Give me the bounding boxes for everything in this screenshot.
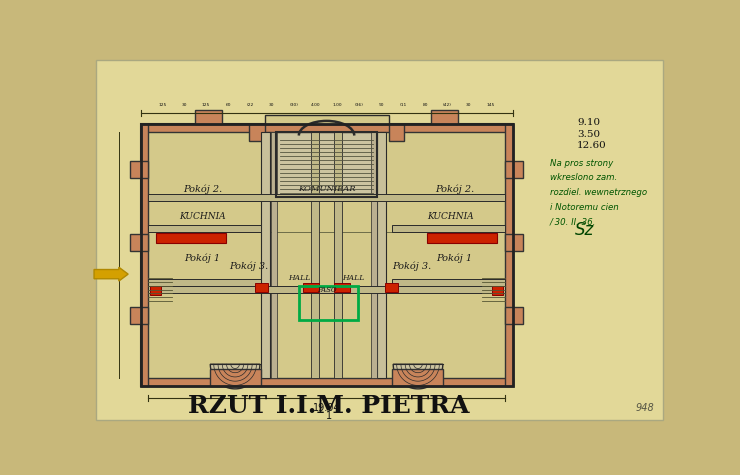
Bar <box>271 132 277 378</box>
Bar <box>392 279 505 285</box>
Text: Pokój 1: Pokój 1 <box>184 254 221 264</box>
Bar <box>249 124 265 141</box>
Bar <box>265 115 389 124</box>
Bar <box>505 161 523 178</box>
Bar <box>334 283 350 292</box>
Text: PASO: PASO <box>317 285 337 294</box>
Text: Pokój 3.: Pokój 3. <box>229 262 269 271</box>
Bar <box>148 279 260 285</box>
Bar <box>505 234 523 251</box>
Text: HALL: HALL <box>289 274 311 282</box>
Text: (30): (30) <box>289 103 298 107</box>
Text: Pokój 3.: Pokój 3. <box>392 262 431 271</box>
Polygon shape <box>210 364 260 389</box>
Text: KUCHNIA: KUCHNIA <box>427 212 474 221</box>
Bar <box>141 124 148 386</box>
Text: 948: 948 <box>636 403 654 413</box>
Bar <box>276 132 377 197</box>
Text: (36): (36) <box>355 103 364 107</box>
Bar <box>334 132 342 378</box>
Text: 1: 1 <box>326 411 332 421</box>
Text: 125: 125 <box>158 103 166 107</box>
Text: 30: 30 <box>269 103 275 107</box>
Bar <box>431 110 458 124</box>
Bar <box>148 225 260 232</box>
Text: i Notoremu cien: i Notoremu cien <box>550 202 619 211</box>
Bar <box>148 286 505 294</box>
Bar <box>130 307 148 324</box>
Bar <box>156 233 226 243</box>
Text: Na pros strony: Na pros strony <box>550 159 613 168</box>
Bar <box>300 285 357 320</box>
Text: Pokój 2.: Pokój 2. <box>435 185 474 194</box>
Text: Pokój 2.: Pokój 2. <box>183 185 222 194</box>
Bar <box>427 233 497 243</box>
Text: 60: 60 <box>225 103 231 107</box>
Text: 1.00: 1.00 <box>333 103 343 107</box>
Text: 125: 125 <box>202 103 210 107</box>
Bar <box>311 132 319 378</box>
Bar <box>141 124 513 386</box>
Text: 9.10
3.50
12.60: 9.10 3.50 12.60 <box>577 118 607 151</box>
Bar <box>130 234 148 251</box>
Text: 145: 145 <box>486 103 495 107</box>
Bar <box>303 283 319 292</box>
Bar <box>148 194 505 201</box>
Bar <box>371 132 377 378</box>
Text: (42): (42) <box>443 103 451 107</box>
Text: wkreslono zam.: wkreslono zam. <box>550 173 617 182</box>
Text: 30: 30 <box>466 103 471 107</box>
Bar <box>141 124 513 386</box>
Text: 19.04: 19.04 <box>313 403 340 413</box>
Bar <box>141 378 513 386</box>
Text: HALL: HALL <box>343 274 365 282</box>
Text: KOMUNIEAR: KOMUNIEAR <box>297 185 355 193</box>
Bar <box>210 369 260 386</box>
Bar <box>505 307 523 324</box>
Text: Pokój 1: Pokój 1 <box>437 254 472 264</box>
Text: 90: 90 <box>378 103 384 107</box>
Bar <box>392 225 505 232</box>
Text: 30: 30 <box>181 103 187 107</box>
Bar <box>386 283 398 292</box>
Bar <box>260 132 270 378</box>
Text: Sz: Sz <box>575 221 594 239</box>
Bar <box>141 124 513 132</box>
Text: / 30. II. 36.: / 30. II. 36. <box>550 217 596 226</box>
Text: rozdiel. wewnetrznego: rozdiel. wewnetrznego <box>550 188 647 197</box>
Text: 4.00: 4.00 <box>311 103 320 107</box>
Bar <box>149 285 161 295</box>
Text: (22: (22 <box>246 103 254 107</box>
Bar <box>276 132 377 197</box>
Bar <box>492 285 503 295</box>
Bar <box>195 110 222 124</box>
Bar <box>255 283 268 292</box>
Text: KUCHNIA: KUCHNIA <box>179 212 226 221</box>
Bar <box>130 161 148 178</box>
Polygon shape <box>393 364 443 389</box>
Text: (11: (11 <box>400 103 407 107</box>
Text: 80: 80 <box>423 103 428 107</box>
Bar <box>392 369 443 386</box>
FancyArrow shape <box>94 267 128 281</box>
Text: RZUT I.I.M. PIETRA: RZUT I.I.M. PIETRA <box>188 394 470 418</box>
Bar <box>505 124 513 386</box>
Bar <box>377 132 386 378</box>
Bar <box>388 124 404 141</box>
